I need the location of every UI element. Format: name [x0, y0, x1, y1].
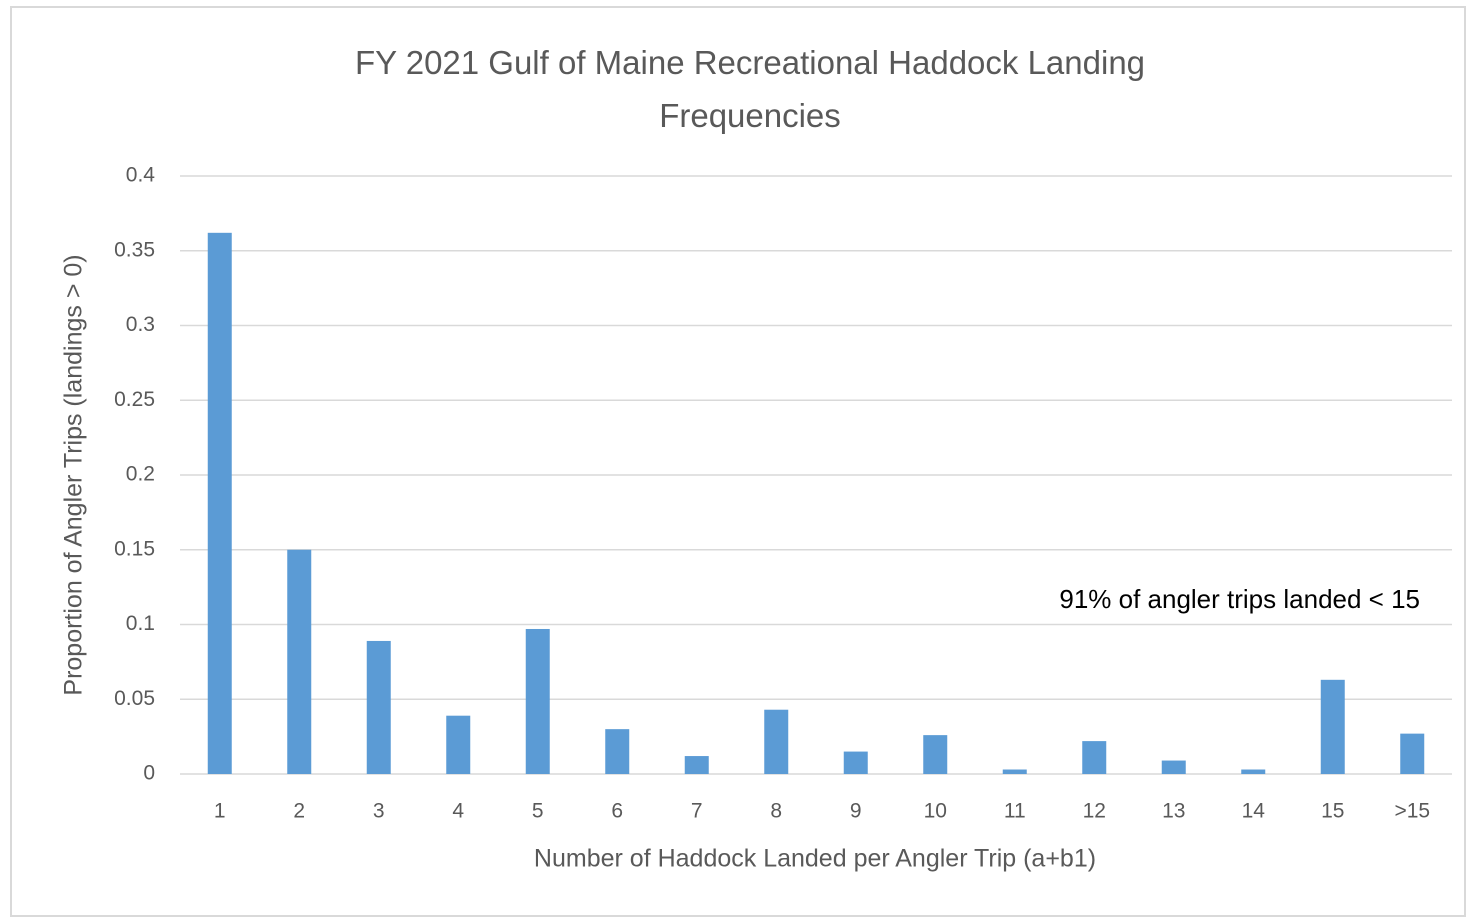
y-tick-label: 0.2: [126, 463, 155, 486]
y-tick-label: 0.4: [126, 164, 156, 187]
y-tick-label: 0: [143, 762, 155, 785]
x-tick-label: 3: [373, 800, 385, 823]
x-tick-label: 1: [214, 800, 226, 823]
x-tick-label: 9: [850, 800, 862, 823]
x-tick-label: 7: [691, 800, 703, 823]
bar: [207, 232, 232, 774]
x-tick-label: 10: [924, 800, 947, 823]
bar: [1082, 741, 1107, 774]
bar: [764, 709, 789, 774]
bar: [923, 735, 948, 774]
x-tick-label: 15: [1321, 800, 1344, 823]
x-tick-label: 12: [1083, 800, 1106, 823]
bar: [684, 756, 709, 774]
bar: [1002, 769, 1027, 774]
x-tick-label: 6: [611, 800, 623, 823]
x-tick-label: 5: [532, 800, 544, 823]
y-tick-label: 0.3: [126, 313, 155, 336]
chart-frame: [10, 6, 1466, 917]
x-tick-label: 13: [1162, 800, 1185, 823]
bar: [287, 549, 312, 774]
x-axis-title: Number of Haddock Landed per Angler Trip…: [534, 845, 1096, 873]
bar: [446, 715, 471, 774]
bar: [366, 640, 391, 774]
bar: [1320, 679, 1345, 774]
x-tick-label: 2: [293, 800, 305, 823]
y-tick-label: 0.1: [126, 612, 155, 635]
y-tick-label: 0.05: [114, 687, 155, 710]
y-tick-label: 0.35: [114, 238, 155, 261]
x-tick-label: 11: [1004, 800, 1026, 823]
x-tick-label: >15: [1394, 800, 1430, 823]
bar: [843, 751, 868, 774]
annotation: 91% of angler trips landed < 15: [1059, 584, 1420, 614]
bar: [1400, 733, 1425, 774]
x-tick-label: 8: [770, 800, 782, 823]
bar: [605, 729, 630, 774]
bar: [1241, 769, 1266, 774]
bar: [525, 628, 550, 774]
bar: [1161, 760, 1186, 774]
y-axis-title: Proportion of Angler Trips (landings > 0…: [60, 254, 88, 695]
x-tick-label: 4: [452, 800, 464, 823]
y-tick-label: 0.25: [114, 388, 155, 411]
y-tick-label: 0.15: [114, 537, 155, 560]
chart-title: FY 2021 Gulf of Maine Recreational Haddo…: [354, 44, 1146, 134]
x-tick-label: 14: [1242, 800, 1266, 823]
